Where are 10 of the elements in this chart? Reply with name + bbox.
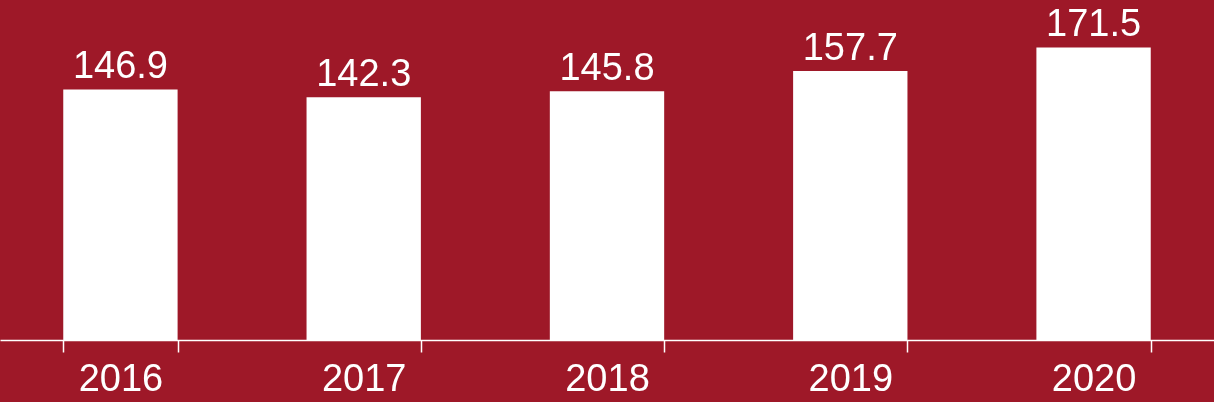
data-label: 142.3 [316,52,412,95]
x-tick-label: 2016 [78,356,164,399]
data-label: 157.7 [802,26,898,69]
x-tick-label: 2018 [565,356,650,399]
x-tick-label: 2020 [1051,356,1137,399]
data-label: 171.5 [1046,2,1142,45]
x-tick-label: 2019 [808,356,894,399]
data-label: 145.8 [559,46,655,89]
data-label: 146.9 [72,44,168,87]
x-tick-label: 2017 [321,356,407,399]
